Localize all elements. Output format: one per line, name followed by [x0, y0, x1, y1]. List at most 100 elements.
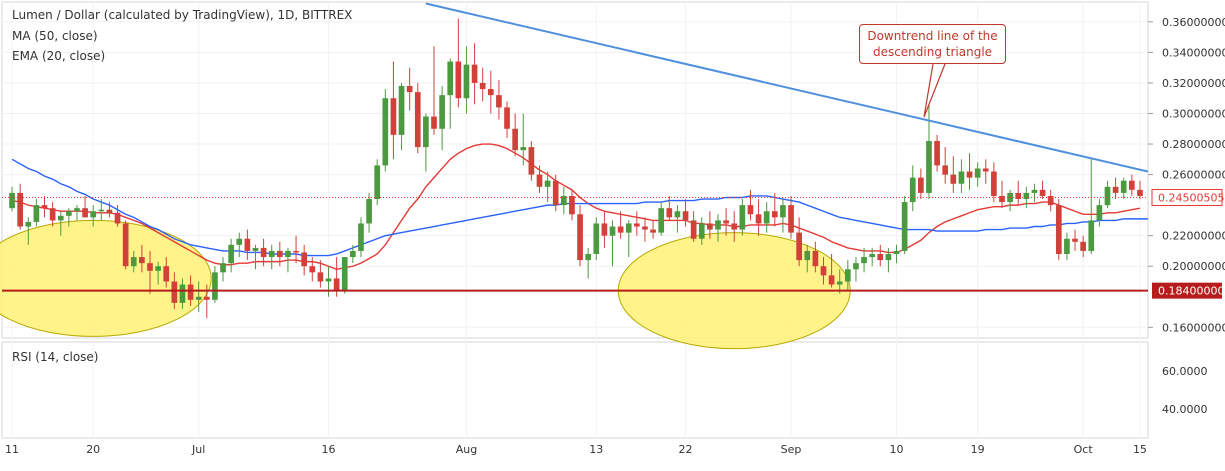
candle-body: [66, 211, 72, 216]
grid: [1, 1, 1149, 439]
y-tick-label: 0.28000000: [1162, 138, 1225, 151]
candle-body: [853, 263, 859, 270]
candle-body: [1080, 241, 1086, 251]
candle-body: [358, 223, 364, 251]
ma-line: [11, 158, 1149, 257]
candle-body: [293, 250, 299, 253]
candle-body: [17, 192, 24, 227]
candle-body: [836, 281, 843, 285]
candle-body: [755, 214, 762, 224]
candle-body: [763, 211, 770, 224]
candle-body: [212, 272, 218, 300]
candle-body: [642, 226, 648, 230]
candle-body: [950, 174, 957, 184]
candle-body: [455, 61, 462, 99]
candle-body: [366, 199, 372, 224]
candle-body: [122, 223, 129, 267]
candle-body: [325, 278, 332, 282]
candle-body: [1047, 195, 1054, 206]
candle-body: [252, 247, 259, 251]
candle-body: [1031, 189, 1038, 193]
candle-body: [1088, 220, 1095, 251]
ma-legend: MA (50, close): [12, 29, 98, 43]
candle-body: [463, 64, 470, 99]
x-tick-label: 11: [5, 443, 19, 456]
candle-body: [634, 223, 640, 227]
candle-body: [991, 171, 997, 196]
candle-body: [1128, 180, 1135, 190]
candles: [9, 18, 1143, 319]
candle-body: [155, 266, 161, 271]
y-tick-label: 0.20000000: [1162, 260, 1225, 273]
candle-body: [682, 211, 689, 221]
candle-body: [317, 272, 324, 282]
candle-body: [560, 195, 567, 206]
candle-body: [1072, 238, 1078, 242]
candle-body: [690, 220, 697, 239]
annotation-arrow: [923, 63, 946, 118]
candle-body: [228, 244, 234, 264]
candle-body: [577, 214, 583, 261]
candle-body: [25, 221, 32, 227]
candle-body: [723, 220, 729, 224]
x-tick-label: 19: [971, 443, 985, 456]
candle-body: [382, 98, 389, 166]
candle-body: [731, 223, 738, 230]
axes: 0.36000000 0.34000000 0.32000000 0.30000000…: [5, 16, 1225, 456]
candle-body: [707, 223, 713, 230]
x-tick-label: 16: [322, 443, 336, 456]
candle-body: [163, 266, 170, 282]
candle-body: [771, 211, 778, 218]
candle-body: [301, 252, 308, 267]
chart-title: Lumen / Dollar (calculated by TradingVie…: [12, 8, 353, 22]
candle-body: [650, 229, 656, 233]
candle-body: [260, 247, 267, 258]
candle-body: [1055, 205, 1062, 254]
candle-body: [747, 205, 754, 215]
candle-body: [74, 208, 80, 212]
candle-body: [33, 205, 40, 222]
candle-body: [966, 171, 973, 178]
y-tick-label: 0.22000000: [1162, 230, 1225, 243]
indicator-lines: [11, 143, 1149, 270]
candle-body: [601, 223, 608, 236]
candle-body: [350, 250, 356, 258]
candle-body: [309, 266, 316, 273]
candle-body: [479, 82, 486, 90]
candle-body: [276, 250, 283, 258]
candle-body: [285, 250, 291, 258]
candle-body: [406, 86, 413, 93]
candle-body: [796, 232, 802, 261]
y-tick-label: 0.26000000: [1162, 169, 1225, 182]
candle-body: [909, 177, 916, 203]
candle-body: [1064, 238, 1070, 254]
candle-body: [496, 95, 502, 108]
candle-body: [374, 165, 381, 200]
current-price-label: 0.24500505: [1158, 191, 1224, 204]
candle-body: [57, 215, 64, 221]
x-tick-label: 22: [679, 443, 693, 456]
candle-body: [901, 202, 908, 251]
candle-body: [844, 269, 851, 282]
candle-body: [593, 223, 600, 254]
candle-body: [569, 195, 575, 215]
y-tick-label: 0.34000000: [1162, 46, 1225, 59]
candle-body: [341, 257, 348, 291]
candle-body: [195, 296, 202, 300]
candle-body: [585, 254, 592, 261]
y-tick-label: 0.16000000: [1162, 321, 1225, 334]
candle-body: [934, 140, 940, 166]
candle-body: [536, 174, 543, 187]
candle-body: [625, 223, 632, 233]
y-tick-label: 0.32000000: [1162, 77, 1225, 90]
candle-body: [333, 278, 340, 291]
candle-body: [926, 140, 932, 193]
downtrend-annotation: Downtrend line of the descending triangl…: [859, 24, 1006, 64]
candle-body: [869, 254, 876, 258]
candle-body: [609, 226, 616, 236]
candle-body: [885, 254, 892, 261]
x-tick-label: Sep: [781, 443, 802, 456]
ema-line: [11, 143, 1141, 270]
